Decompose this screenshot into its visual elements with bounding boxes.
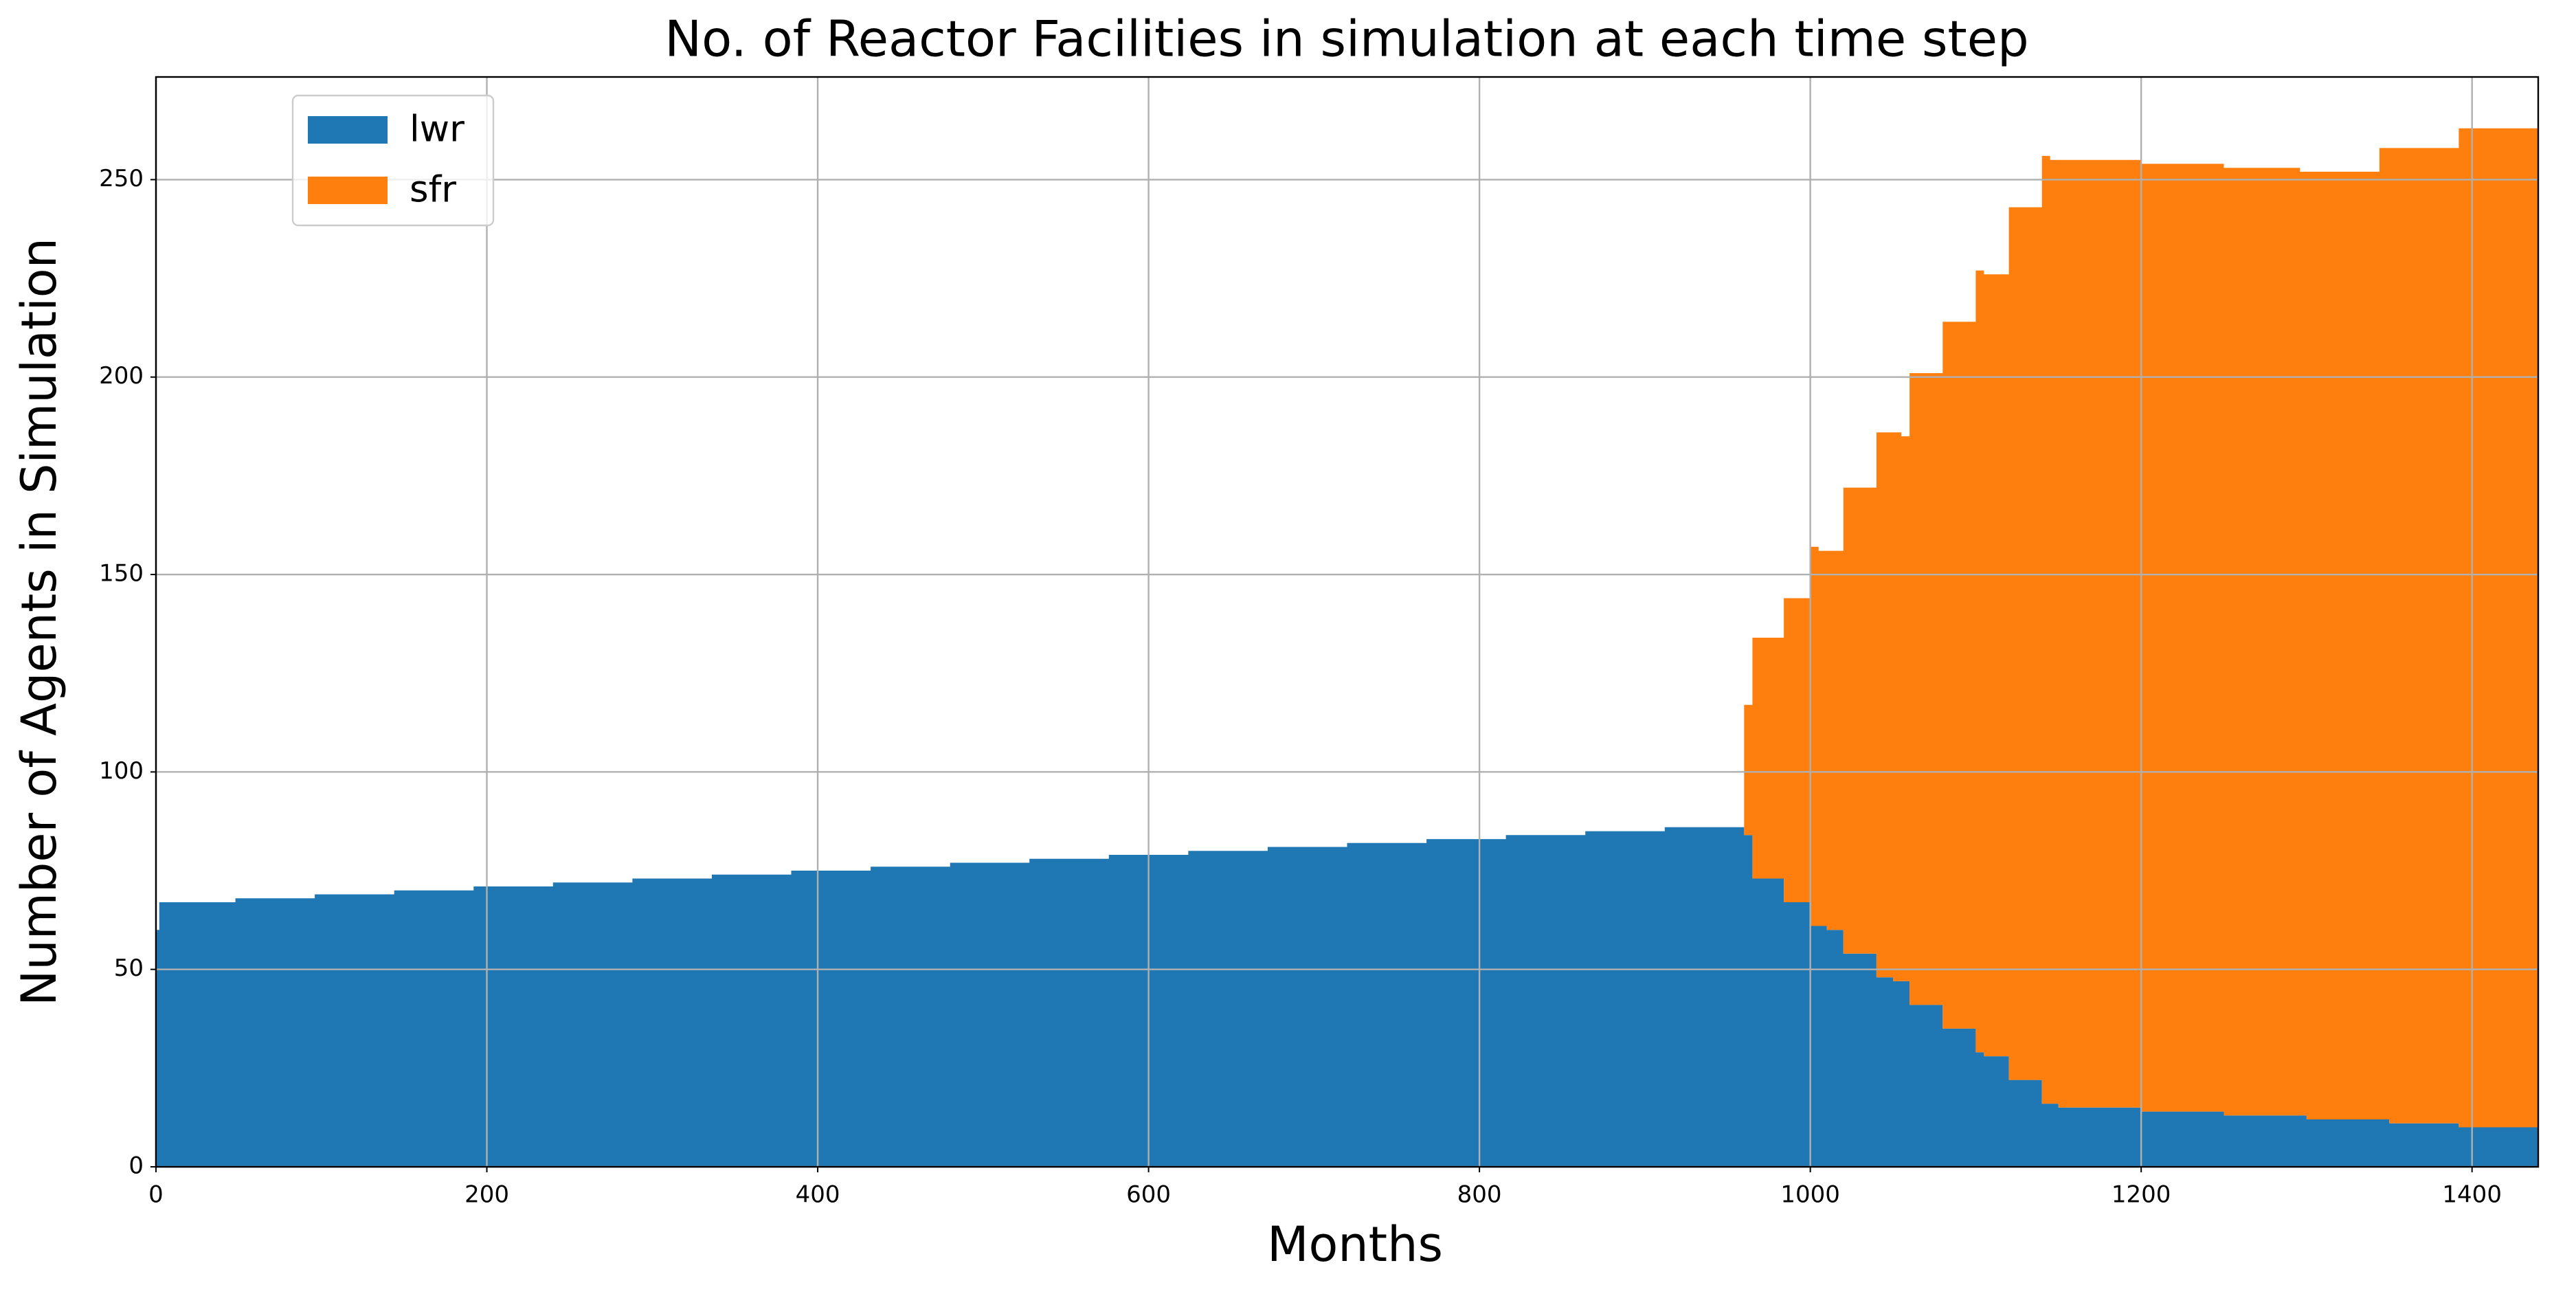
area — [156, 827, 2538, 1167]
y-tick-label: 0 — [128, 1152, 144, 1180]
legend-swatch — [308, 116, 388, 144]
x-tick-label: 1000 — [1780, 1181, 1840, 1209]
area — [156, 128, 2538, 1128]
x-tick-label: 400 — [796, 1181, 840, 1209]
legend-label: lwr — [410, 109, 464, 150]
x-tick-label: 200 — [464, 1181, 509, 1209]
y-tick-label: 200 — [99, 362, 144, 390]
x-axis-label: Months — [1267, 1216, 1443, 1273]
x-tick-label: 800 — [1457, 1181, 1502, 1209]
legend-label: sfr — [410, 169, 456, 211]
y-tick-label: 150 — [99, 560, 144, 588]
y-tick-label: 250 — [99, 165, 144, 192]
y-tick-label: 50 — [114, 954, 144, 982]
x-tick-label: 1200 — [2112, 1181, 2171, 1209]
x-tick-label: 600 — [1126, 1181, 1171, 1209]
chart-title: No. of Reactor Facilities in simulation … — [664, 10, 2029, 68]
x-tick-label: 1400 — [2442, 1181, 2502, 1209]
x-tick-label: 0 — [148, 1181, 164, 1209]
y-axis-label: Number of Agents in Simulation — [11, 238, 67, 1006]
plot-frame — [155, 76, 2540, 1168]
y-tick-label: 100 — [99, 757, 144, 785]
legend-swatch — [308, 177, 388, 204]
